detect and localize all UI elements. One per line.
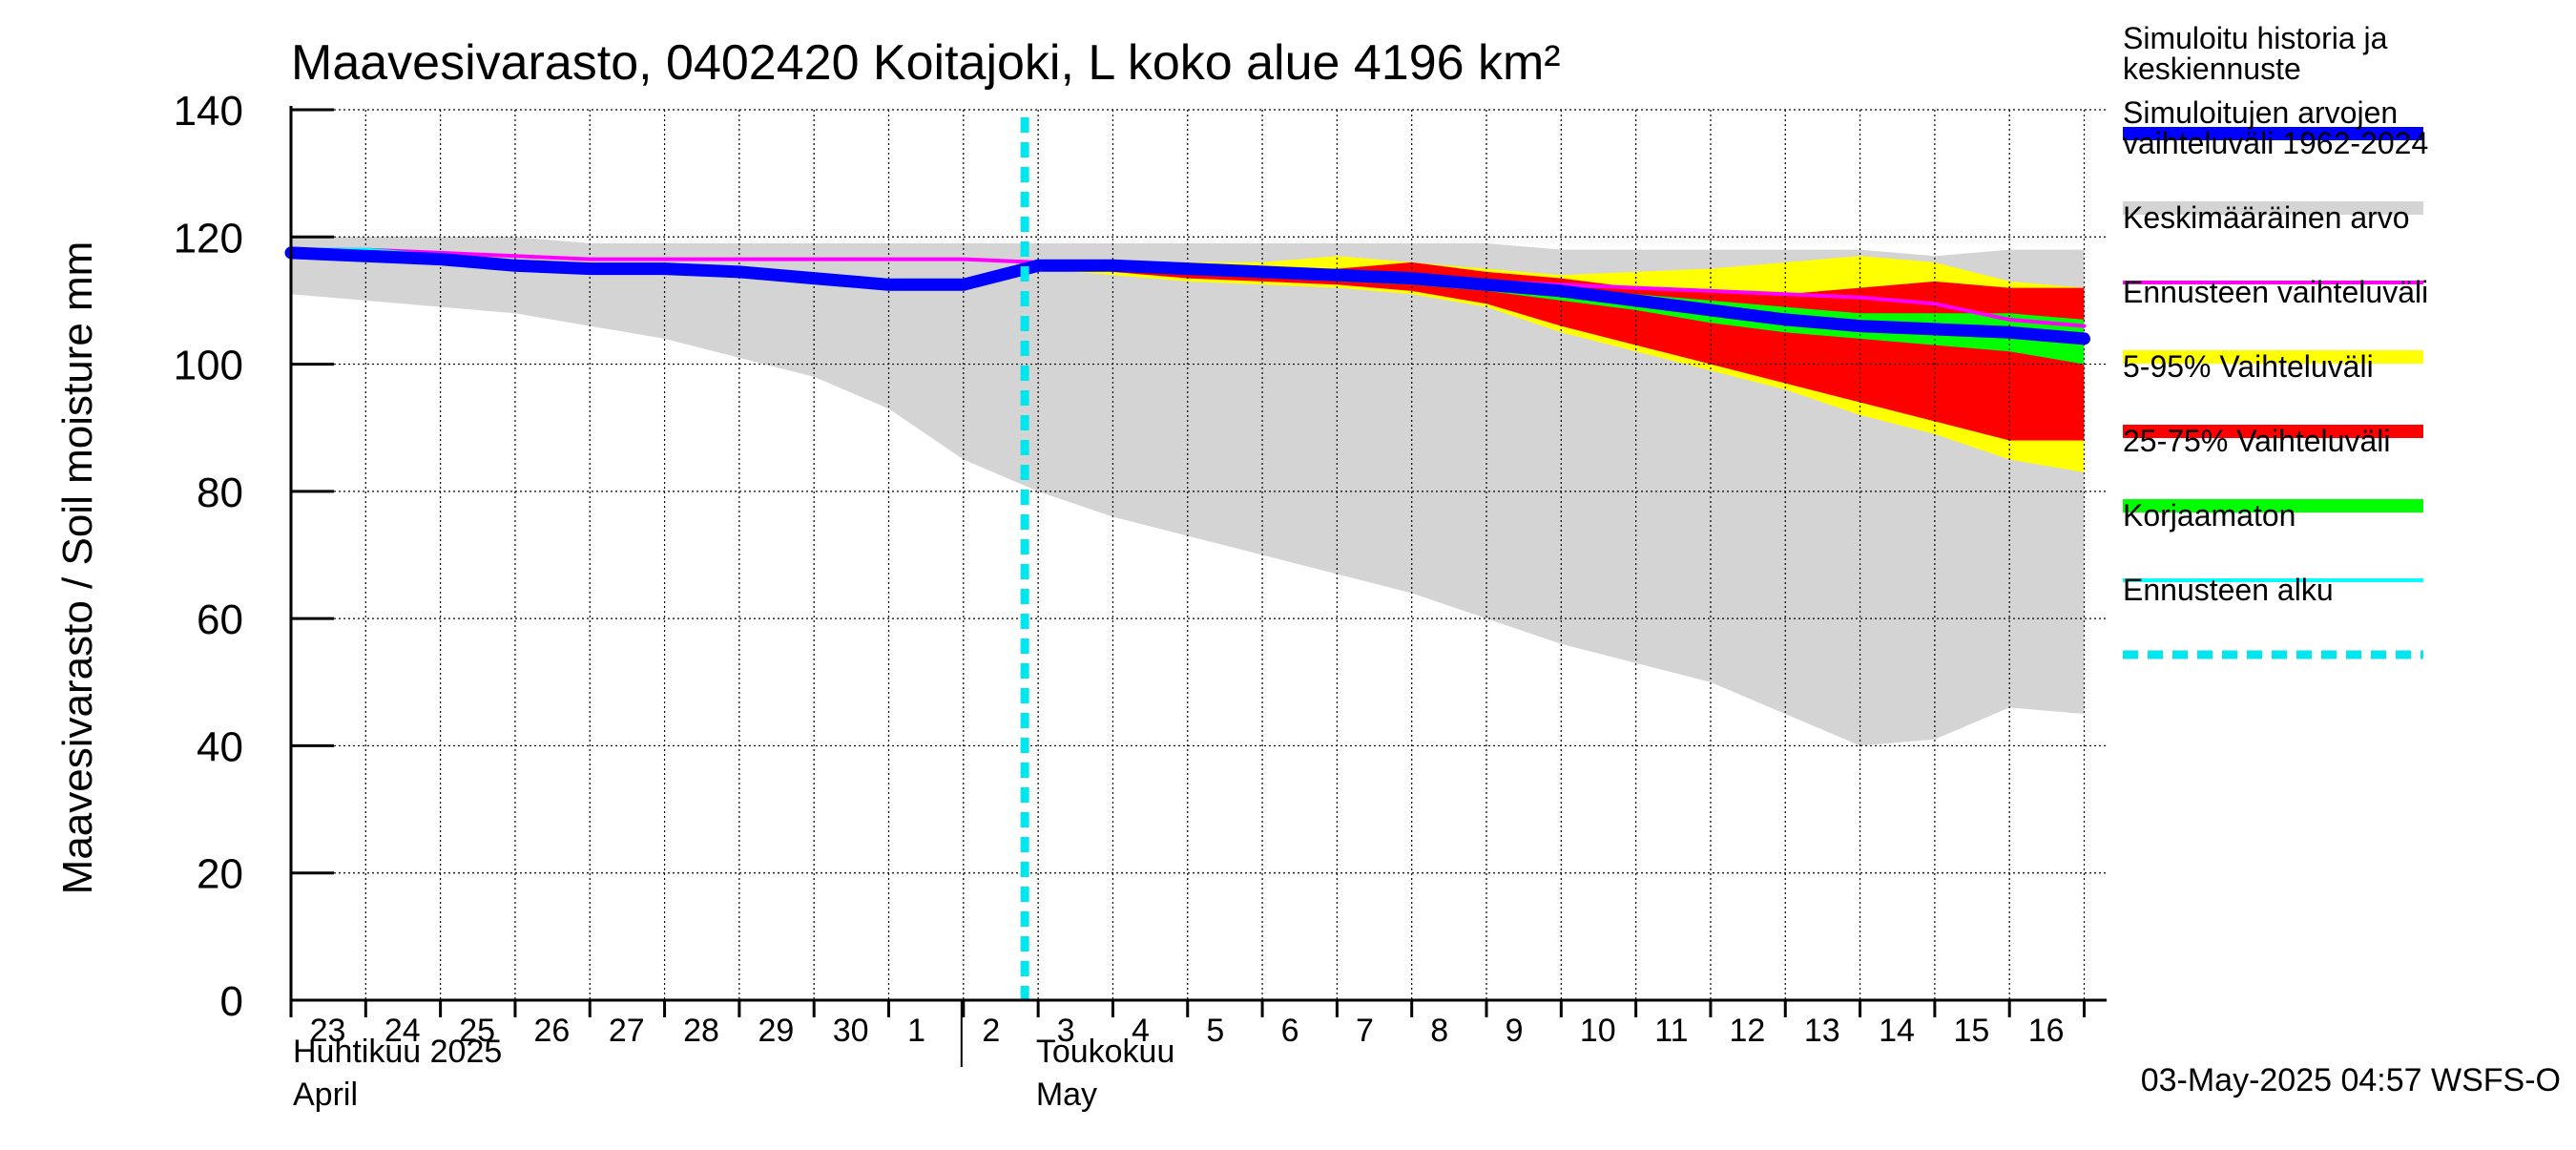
history-line <box>284 246 1045 291</box>
x-day-label: 29 <box>758 1013 794 1049</box>
month-label-fi: Toukokuu <box>1036 1034 1175 1070</box>
x-day-label: 24 <box>384 1013 421 1049</box>
x-day-label: 8 <box>1430 1013 1448 1049</box>
median-forecast-line <box>1031 259 2090 345</box>
x-day-label: 7 <box>1356 1013 1374 1049</box>
x-day-label: 15 <box>1953 1013 1989 1049</box>
y-tick-label: 60 <box>197 596 243 643</box>
x-day-label: 28 <box>683 1013 719 1049</box>
y-tick-label: 100 <box>174 343 243 389</box>
y-axis-label: Maavesivarasto / Soil moisture mm <box>54 241 101 895</box>
y-tick-label: 140 <box>174 88 243 135</box>
chart-title: Maavesivarasto, 0402420 Koitajoki, L kok… <box>291 35 1561 91</box>
y-tick-label: 0 <box>220 978 243 1025</box>
x-day-label: 3 <box>1057 1013 1075 1049</box>
y-tick-label: 80 <box>197 470 243 516</box>
legend-label: vaihteluväli 1962-2024 <box>2123 126 2428 160</box>
x-day-label: 4 <box>1132 1013 1150 1049</box>
p5-95-band <box>1038 261 2085 441</box>
y-tick-label: 40 <box>197 723 243 770</box>
x-day-label: 9 <box>1506 1013 1524 1049</box>
y-tick-label: 120 <box>174 215 243 261</box>
month-label-fi: Huhtikuu 2025 <box>293 1034 502 1070</box>
x-day-label: 6 <box>1281 1013 1299 1049</box>
x-day-label: 30 <box>833 1013 869 1049</box>
y-tick-label: 20 <box>197 851 243 898</box>
x-day-label: 2 <box>982 1013 1000 1049</box>
x-day-label: 26 <box>534 1013 571 1049</box>
x-day-label: 14 <box>1879 1013 1915 1049</box>
x-day-label: 10 <box>1580 1013 1616 1049</box>
legend-label: Keskimääräinen arvo <box>2123 200 2410 235</box>
legend-label: Ennusteen alku <box>2123 573 2334 607</box>
legend-label: keskiennuste <box>2123 52 2301 86</box>
x-day-label: 23 <box>310 1013 346 1049</box>
legend-label: Ennusteen vaihteluväli <box>2123 275 2428 309</box>
x-day-label: 16 <box>2028 1013 2065 1049</box>
legend-label: Simuloitujen arvojen <box>2123 95 2398 130</box>
x-day-label: 11 <box>1654 1013 1688 1049</box>
timestamp: 03-May-2025 04:57 WSFS-O <box>2141 1062 2561 1098</box>
line-layer <box>284 117 2090 1000</box>
x-day-label: 1 <box>907 1013 925 1049</box>
legend-label: 5-95% Vaihteluväli <box>2123 349 2374 384</box>
x-day-label: 5 <box>1206 1013 1224 1049</box>
legend-label: 25-75% Vaihteluväli <box>2123 424 2390 458</box>
month-label-en: May <box>1036 1077 1097 1113</box>
x-day-label: 12 <box>1730 1013 1766 1049</box>
x-day-label: 25 <box>459 1013 495 1049</box>
legend-label: Simuloitu historia ja <box>2123 21 2388 55</box>
x-day-label: 27 <box>609 1013 645 1049</box>
legend-label: Korjaamaton <box>2123 498 2296 533</box>
p25-75-band <box>1038 265 2085 365</box>
x-day-label: 13 <box>1804 1013 1840 1049</box>
month-label-en: April <box>293 1077 358 1113</box>
